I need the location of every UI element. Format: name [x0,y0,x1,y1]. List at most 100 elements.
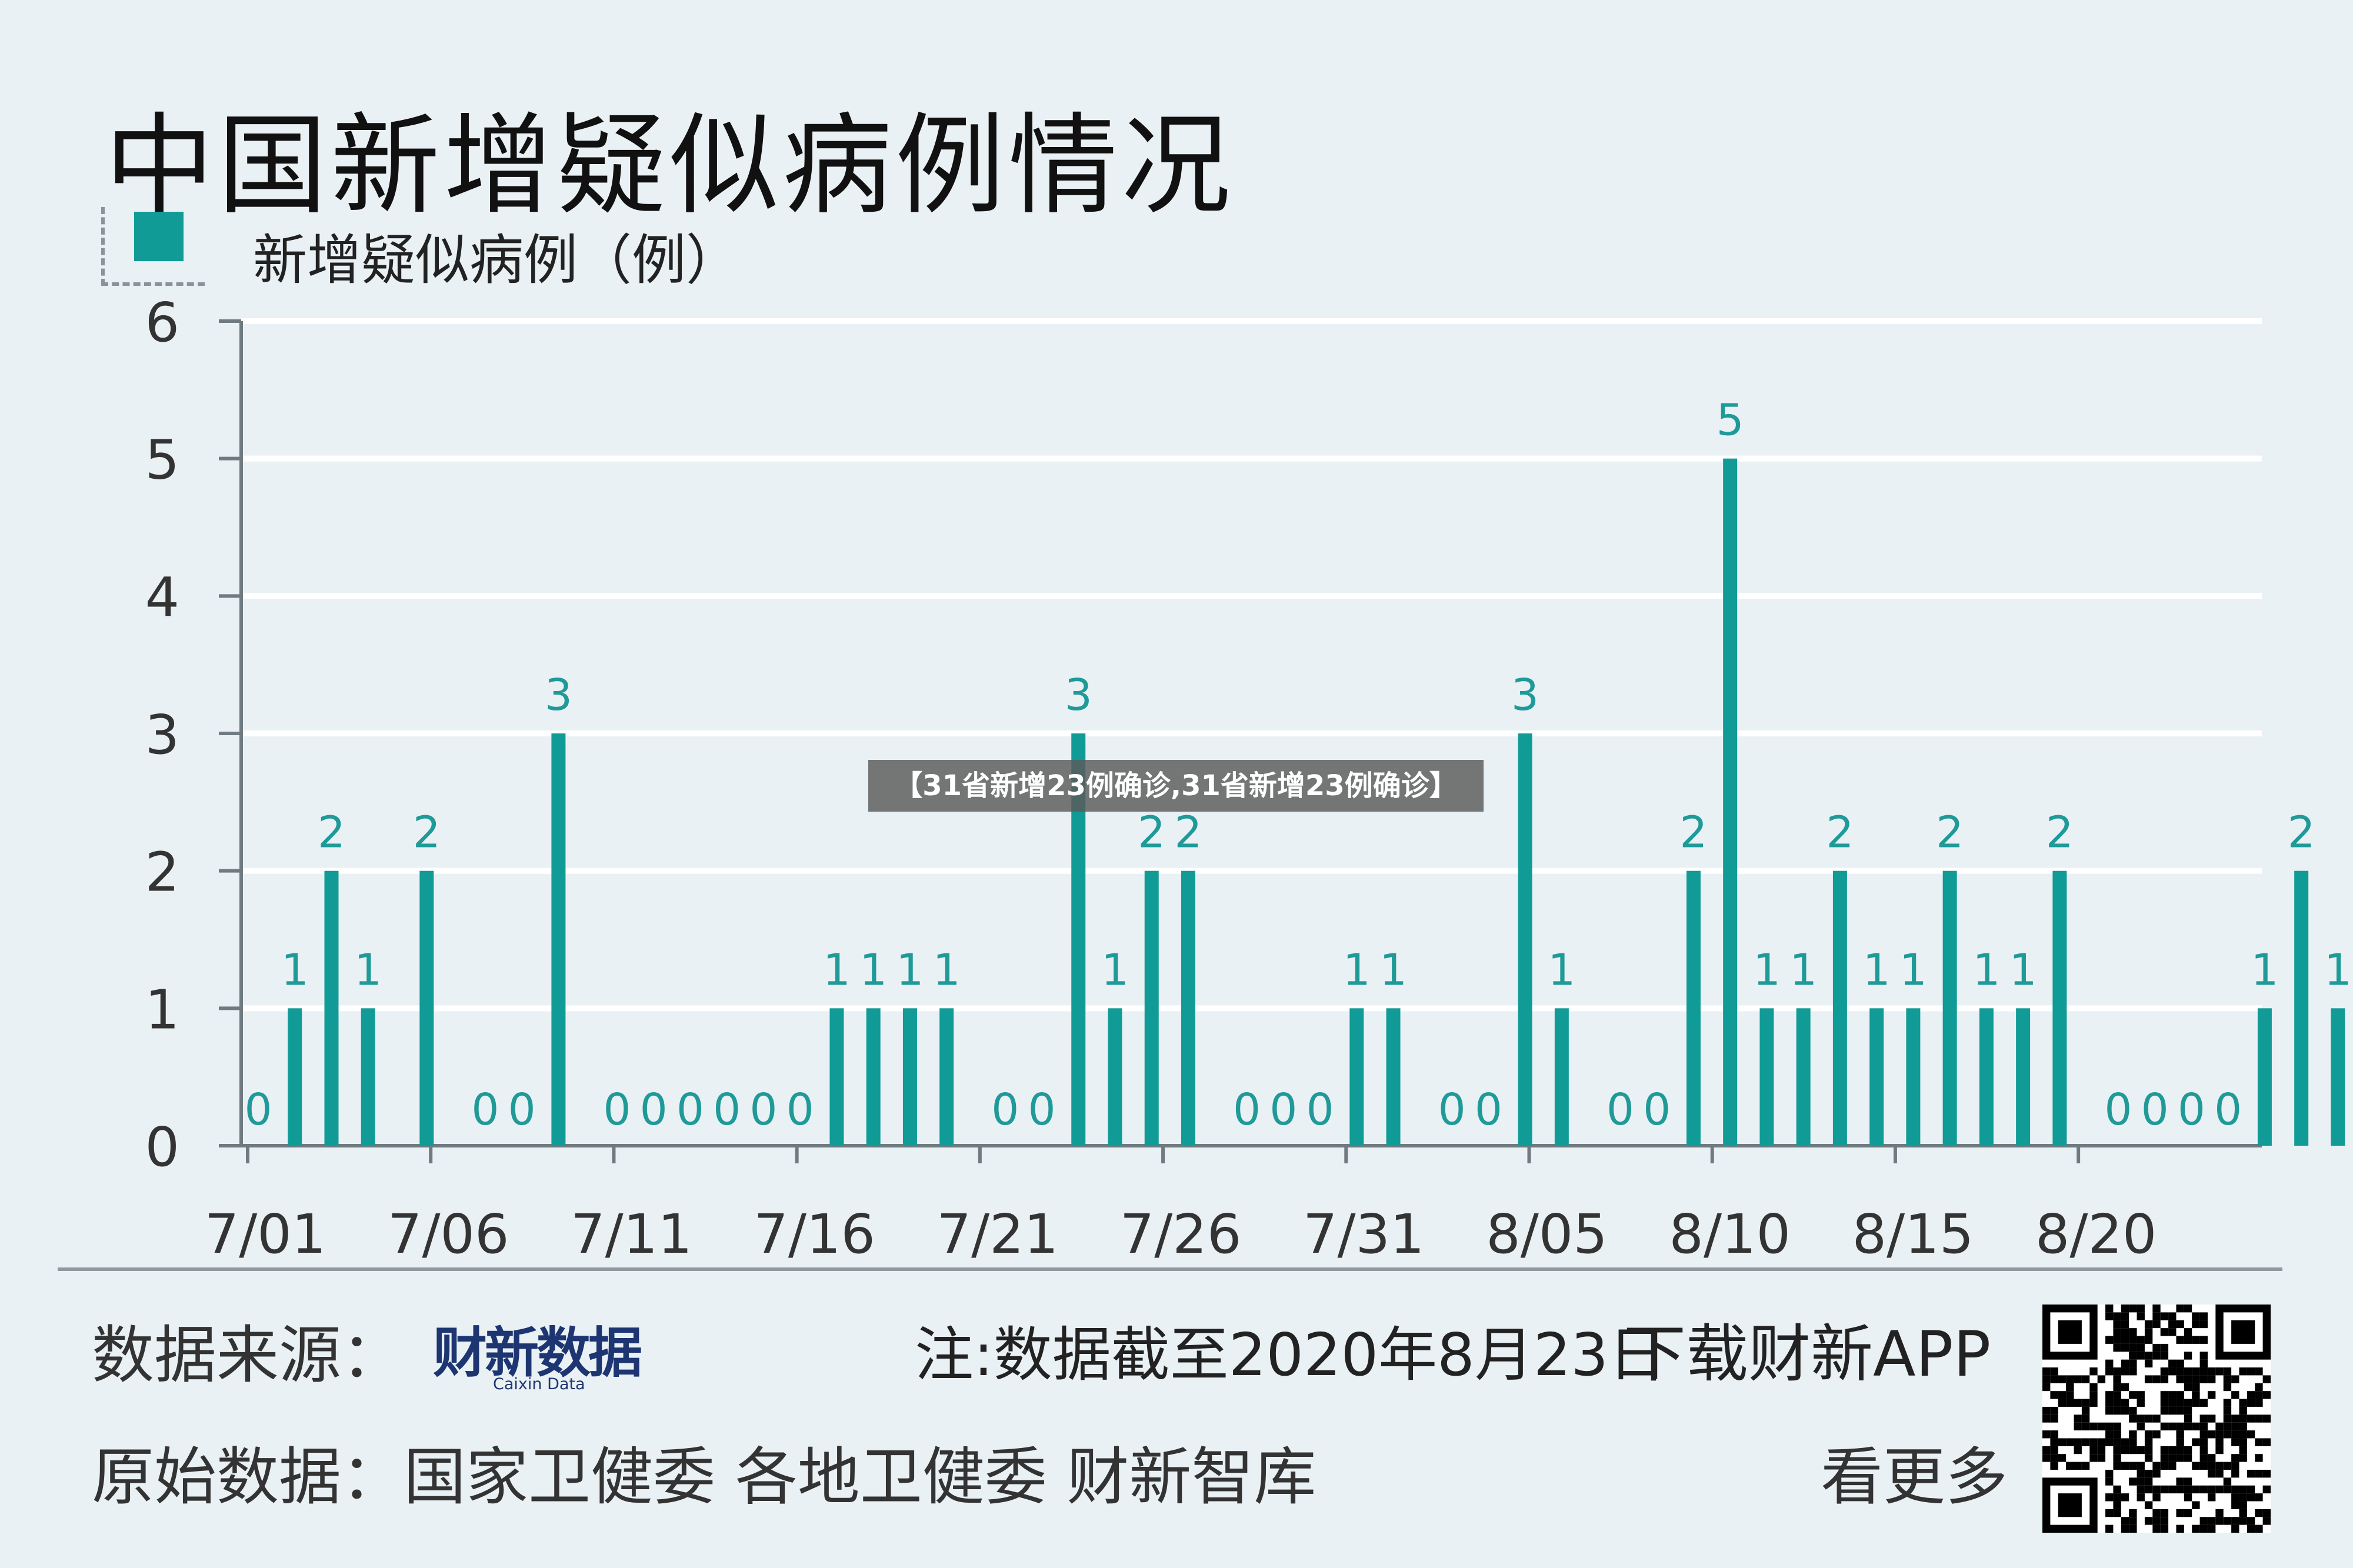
bar-value-label: 1 [1863,945,1891,995]
bar [1518,733,1532,1146]
x-tick-label: 7/26 [1120,1203,1242,1266]
bar [1349,1008,1364,1146]
download-app-text: 下载财新APP [1624,1318,1991,1390]
bar-value-label: 0 [1475,1085,1502,1135]
bar-value-label: 3 [1065,670,1092,720]
bar-value-label: 2 [1826,808,1854,858]
bar [324,870,339,1146]
bar [939,1008,954,1146]
bar-value-label: 0 [2104,1085,2132,1135]
x-tick-label: 7/31 [1303,1203,1425,1266]
bar-value-label: 1 [1789,945,1817,995]
bar-value-label: 0 [676,1085,704,1135]
bar [2257,1008,2272,1146]
bar-value-label: 0 [471,1085,499,1135]
bar [1686,870,1701,1146]
bar-value-label: 1 [1972,945,2000,995]
x-tick-label: 8/20 [2035,1203,2157,1266]
bar-value-label: 0 [1438,1085,1466,1135]
bar [1796,1008,1811,1146]
bar [2052,870,2067,1146]
bar [1181,870,1195,1146]
original-data-list: 国家卫健委 各地卫健委 财新智库 [404,1441,1317,1513]
chart-title: 中国新增疑似病例情况 [105,102,1235,229]
bar-value-label: 0 [640,1085,668,1135]
bar-value-label: 5 [1717,395,1744,446]
bar-value-label: 1 [2324,945,2352,995]
bar-value-label: 0 [244,1085,272,1135]
bar-value-label: 1 [354,945,382,995]
bar [1386,1008,1401,1146]
bar [902,1008,917,1146]
see-more-text: 看更多 [1821,1441,2008,1513]
bar-value-label: 1 [896,945,924,995]
bar-value-label: 1 [2251,945,2278,995]
bar-value-label: 1 [1753,945,1781,995]
x-tick-label: 7/06 [388,1203,509,1266]
bar-value-label: 0 [1306,1085,1334,1135]
bar-value-label: 2 [1174,808,1202,858]
y-tick-label: 0 [145,1116,179,1179]
bar-value-label: 0 [2214,1085,2242,1135]
bar-value-label: 1 [281,945,309,995]
bar-value-label: 1 [1343,945,1371,995]
data-cutoff-note: 注:数据截至2020年8月23日 [915,1320,1668,1389]
bar-value-label: 2 [2046,808,2074,858]
bar-value-label: 0 [1269,1085,1297,1135]
y-tick-label: 1 [145,978,179,1041]
bar [1554,1008,1569,1146]
bar-value-label: 2 [318,808,345,858]
legend-label: 新增疑似病例（例） [253,229,741,292]
x-tick-label: 8/05 [1486,1203,1608,1266]
caixin-data-logo: 财新数据 [433,1322,642,1384]
bar [2331,1008,2345,1146]
bar [1723,458,1738,1146]
bar-value-label: 2 [1936,808,1964,858]
qr-code[interactable] [2042,1305,2271,1533]
bar-value-label: 1 [933,945,961,995]
bar [829,1008,844,1146]
original-data-sources: 原始数据：国家卫健委 各地卫健委 财新智库 [92,1426,1316,1517]
bar-value-label: 2 [413,808,441,858]
source-label: 数据来源： [92,1319,404,1392]
bar [1144,870,1159,1146]
bar [1942,870,1957,1146]
bar-value-label: 1 [2009,945,2037,995]
bar-value-label: 0 [1607,1085,1634,1135]
y-tick-label: 6 [145,291,179,354]
bar-value-label: 2 [2288,808,2315,858]
bar-value-label: 0 [508,1085,536,1135]
bar-value-label: 1 [1379,945,1407,995]
legend-swatch [134,212,184,261]
bar-value-label: 2 [1138,808,1165,858]
bar-value-label: 0 [1028,1085,1055,1135]
y-tick-label: 5 [145,429,179,492]
bar-value-label: 1 [823,945,851,995]
bar [2016,1008,2031,1146]
bar-value-label: 3 [1511,670,1539,720]
bar-value-label: 0 [1643,1085,1671,1135]
y-tick-label: 3 [145,703,179,766]
bar-chart: 0 1 2 3 4 5 6 7/01 7/06 7/11 7/16 7/21 7/26 7/31 8/05 8… [145,291,2352,1266]
bar-value-label: 0 [603,1085,631,1135]
caixin-data-logo-sub: Caixin Data [493,1375,585,1393]
bar-value-label: 0 [2141,1085,2169,1135]
bar-value-label: 0 [713,1085,741,1135]
x-tick-label: 8/15 [1852,1203,1974,1266]
bar-value-label: 0 [749,1085,777,1135]
bar [551,733,566,1146]
bar-value-label: 1 [1899,945,1927,995]
x-tick-label: 7/01 [205,1203,326,1266]
bar-value-label: 1 [1548,945,1575,995]
x-tick-label: 7/11 [571,1203,692,1266]
overlay-banner: 【31省新增23例确诊,31省新增23例确诊】 [868,760,1484,812]
bar [288,1008,302,1146]
bar [1869,1008,1884,1146]
x-tick-label: 7/16 [754,1203,875,1266]
bar [1108,1008,1122,1146]
bar [419,870,434,1146]
bar [1906,1008,1921,1146]
y-tick-label: 2 [145,841,179,904]
bar [1832,870,1847,1146]
bar-value-label: 0 [1233,1085,1261,1135]
